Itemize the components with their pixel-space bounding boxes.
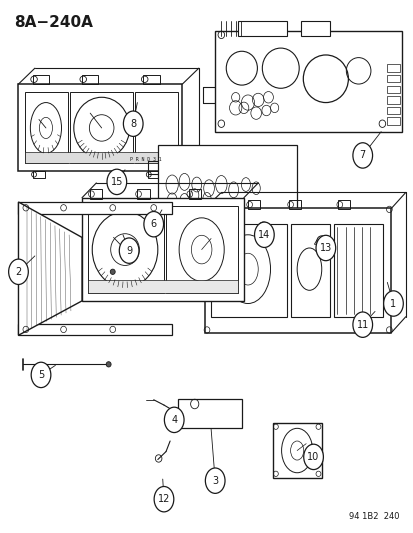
Bar — [337, 200, 349, 209]
Bar — [215, 200, 227, 209]
Bar — [387, 64, 399, 72]
Text: 12: 12 — [157, 494, 170, 504]
Text: 6: 6 — [150, 219, 157, 229]
Circle shape — [9, 259, 28, 285]
Circle shape — [144, 212, 163, 237]
Text: 10: 10 — [307, 452, 319, 462]
Bar — [288, 200, 301, 209]
Text: 2: 2 — [15, 267, 21, 277]
Bar — [137, 189, 149, 199]
Bar — [387, 96, 399, 103]
Circle shape — [303, 444, 323, 470]
Text: 13: 13 — [319, 243, 331, 253]
Text: 3: 3 — [211, 475, 218, 486]
Circle shape — [205, 468, 225, 494]
Text: P R N D 3 1: P R N D 3 1 — [129, 157, 161, 161]
Bar — [237, 21, 286, 36]
Circle shape — [352, 143, 372, 168]
Text: 11: 11 — [356, 320, 368, 330]
Bar — [19, 324, 172, 335]
Bar — [204, 208, 390, 333]
Text: 8: 8 — [130, 119, 136, 128]
Text: 7: 7 — [359, 150, 365, 160]
Ellipse shape — [110, 269, 115, 274]
Bar — [24, 152, 178, 164]
Bar — [33, 75, 49, 84]
Bar — [19, 202, 172, 214]
Bar — [211, 224, 286, 317]
Bar — [157, 145, 297, 214]
Bar — [272, 423, 321, 478]
Circle shape — [123, 111, 143, 136]
Text: 4: 4 — [171, 415, 177, 425]
Circle shape — [352, 312, 372, 337]
Bar — [33, 171, 45, 177]
Bar — [24, 92, 67, 164]
Text: 14: 14 — [258, 230, 270, 240]
Bar — [147, 171, 159, 177]
Bar — [166, 206, 237, 293]
Circle shape — [154, 487, 173, 512]
Bar — [143, 75, 159, 84]
Bar — [69, 92, 133, 164]
Ellipse shape — [106, 362, 111, 367]
Bar — [387, 107, 399, 114]
Bar — [188, 189, 200, 199]
Text: 8A−240A: 8A−240A — [14, 15, 93, 30]
Circle shape — [107, 169, 126, 195]
Bar — [387, 117, 399, 125]
Circle shape — [315, 235, 335, 261]
Circle shape — [383, 291, 402, 316]
Circle shape — [164, 407, 184, 433]
Text: 9: 9 — [126, 246, 132, 256]
Bar — [88, 206, 164, 293]
Bar — [82, 75, 98, 84]
Bar — [301, 21, 329, 36]
Circle shape — [254, 222, 273, 247]
Text: 15: 15 — [110, 177, 123, 187]
Circle shape — [31, 362, 51, 387]
Bar — [82, 198, 243, 301]
Bar — [387, 86, 399, 93]
Text: 94 1B2  240: 94 1B2 240 — [348, 512, 399, 521]
Bar — [290, 224, 329, 317]
Bar — [88, 280, 237, 293]
Bar — [247, 200, 260, 209]
Bar — [387, 75, 399, 83]
Polygon shape — [19, 202, 82, 335]
Bar — [178, 399, 241, 428]
Bar — [19, 84, 182, 171]
Text: 1: 1 — [389, 298, 396, 309]
Bar — [135, 92, 178, 164]
Text: 5: 5 — [38, 370, 44, 380]
Circle shape — [119, 238, 139, 263]
Bar — [333, 224, 382, 317]
Bar — [90, 189, 102, 199]
Bar — [215, 31, 401, 132]
